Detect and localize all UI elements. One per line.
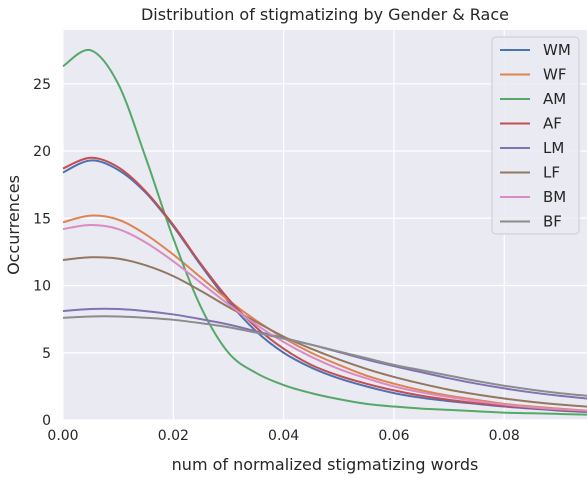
legend: WM WF AM AF LM LF BM BF: [491, 36, 580, 235]
legend-label-am: AM: [543, 90, 566, 108]
legend-label-af: AF: [543, 115, 562, 133]
legend-items: WM WF AM AF LM LF BM BF: [500, 41, 571, 231]
y-tick-label: 10: [33, 279, 51, 295]
y-tick-label: 0: [42, 413, 51, 429]
x-tick-label: 0.08: [489, 428, 520, 444]
x-axis-ticks: 0.00 0.02 0.04 0.06 0.08: [47, 428, 519, 444]
y-tick-label: 25: [33, 77, 51, 93]
series-lines: [62, 48, 587, 416]
series-line-lf: [62, 256, 587, 408]
series-line-af: [62, 156, 587, 413]
y-tick-label: 5: [42, 346, 51, 362]
y-axis-ticks: 0 5 10 15 20 25: [33, 77, 51, 429]
legend-label-lm: LM: [543, 139, 564, 157]
x-tick-label: 0.06: [378, 428, 409, 444]
y-tick-label: 20: [33, 144, 51, 160]
legend-label-wm: WM: [543, 41, 571, 59]
legend-label-lf: LF: [543, 164, 560, 182]
series-line-bm: [62, 223, 587, 412]
y-axis-label: Occurrences: [4, 175, 23, 275]
legend-label-bm: BM: [543, 188, 566, 206]
series-line-bf: [62, 315, 587, 397]
series-line-am: [62, 48, 587, 416]
chart-title: Distribution of stigmatizing by Gender &…: [141, 5, 509, 24]
x-tick-label: 0.04: [268, 428, 299, 444]
x-axis-label: num of normalized stigmatizing words: [172, 455, 479, 474]
y-tick-label: 15: [33, 211, 51, 227]
legend-box: [491, 36, 580, 235]
legend-label-bf: BF: [543, 213, 562, 231]
x-tick-label: 0.02: [158, 428, 189, 444]
x-tick-label: 0.00: [47, 428, 78, 444]
legend-label-wf: WF: [543, 66, 566, 84]
